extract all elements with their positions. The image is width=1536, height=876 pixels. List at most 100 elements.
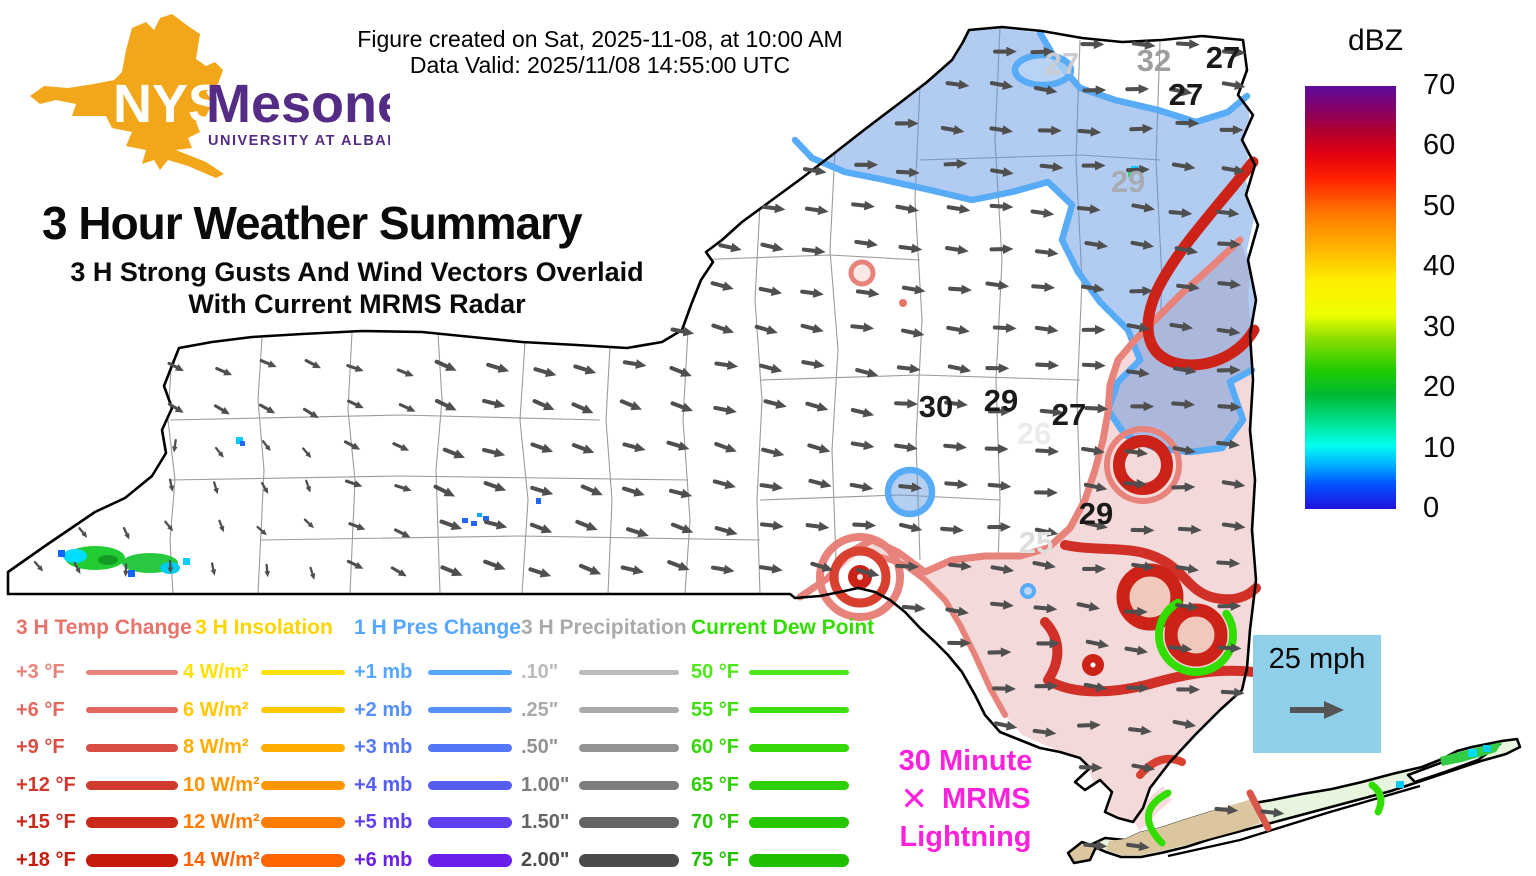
wind-arrow <box>849 482 874 492</box>
wind-arrow <box>948 284 972 295</box>
wind-arrow <box>258 403 276 414</box>
wind-arrow <box>303 518 314 529</box>
wind-arrow <box>901 284 926 295</box>
gust-value-label: 29 <box>1111 164 1145 199</box>
wind-arrow <box>164 520 174 532</box>
wind-arrow <box>1084 403 1109 414</box>
wind-arrow <box>763 399 787 409</box>
wind-arrow <box>1175 39 1200 49</box>
subtitle-line-1: 3 H Strong Gusts And Wind Vectors Overla… <box>70 257 644 287</box>
legend-row-label: +4 mb <box>354 773 413 796</box>
wind-arrow <box>1076 720 1101 731</box>
wind-arrow <box>484 520 508 530</box>
wind-arrow <box>993 720 1018 731</box>
legend-row-line <box>86 780 178 790</box>
legend-row-label: +3 mb <box>354 736 413 759</box>
wind-arrow <box>348 522 366 531</box>
wind-arrow <box>1126 322 1151 333</box>
wind-arrow <box>801 359 825 369</box>
wind-arrow <box>1084 520 1108 531</box>
wind-arrow <box>710 564 735 575</box>
wind-arrow <box>850 440 875 451</box>
wind-arrow <box>946 325 970 335</box>
wind-arrow <box>1125 84 1150 94</box>
wind-arrow <box>442 447 466 459</box>
wind-arrow <box>854 238 879 249</box>
legend-row-line <box>428 853 512 867</box>
wind-arrow <box>1168 208 1193 218</box>
colorbar-tick-40: 40 <box>1423 250 1456 283</box>
legend-row-label: 6 W/m² <box>183 698 249 721</box>
wind-arrow <box>302 407 319 419</box>
wind-arrow <box>987 481 1012 491</box>
legend-row-line <box>261 743 345 752</box>
legend-row-label: +2 mb <box>354 698 413 721</box>
wind-arrow <box>1129 286 1154 296</box>
wind-arrow <box>899 522 923 533</box>
wind-arrow <box>807 443 831 454</box>
wind-arrow <box>1076 601 1100 612</box>
wind-arrow <box>712 479 736 490</box>
legend-row: +1 mb <box>354 654 512 692</box>
wind-arrow <box>987 522 1012 532</box>
wind-arrow <box>945 606 969 617</box>
legend-column-title: 1 H Pres Change <box>354 616 521 639</box>
wind-arrow <box>898 482 923 493</box>
legend-row-line <box>749 817 849 829</box>
wind-arrow <box>440 565 463 577</box>
wind-arrow <box>1083 482 1108 492</box>
wind-arrow <box>167 559 174 574</box>
legend-row-label: +6 °F <box>16 698 65 721</box>
legend-row: .50" <box>521 729 679 767</box>
wind-arrow <box>1125 164 1150 175</box>
wind-arrow <box>1082 564 1106 574</box>
wind-arrow <box>1034 487 1058 498</box>
legend-row-label: .10" <box>521 661 559 684</box>
legend-row-line <box>749 780 849 790</box>
wind-arrow <box>945 244 969 255</box>
wind-arrow <box>482 447 506 458</box>
legend-row: 4 W/m² <box>183 654 345 692</box>
wind-arrow <box>1030 46 1055 57</box>
wind-arrow <box>1032 560 1056 570</box>
wind-arrow <box>575 519 598 531</box>
wind-arrow <box>1129 123 1154 134</box>
wind-arrow <box>1084 240 1109 250</box>
wind-arrow <box>1125 683 1150 693</box>
wind-arrow <box>1130 401 1155 412</box>
wind-arrow <box>894 442 918 453</box>
wind-arrow <box>396 368 414 377</box>
wind-arrow <box>264 563 270 578</box>
wind-arrow <box>800 323 824 334</box>
wind-arrow <box>940 125 965 135</box>
legend-row: 6 W/m² <box>183 692 345 730</box>
legend-row-label: 65 °F <box>691 773 740 796</box>
legend-row-line <box>261 817 345 829</box>
legend-row-label: .50" <box>521 736 559 759</box>
wind-reference-box: 25 mph <box>1253 635 1381 753</box>
wind-arrow <box>985 363 1010 374</box>
logo-mesonet-text: Mesonet <box>206 74 390 134</box>
wind-arrow <box>433 484 456 497</box>
legend-row-line <box>86 853 178 867</box>
wind-arrow <box>851 200 875 211</box>
wind-arrow <box>1131 39 1156 50</box>
wind-arrow <box>1030 208 1055 218</box>
wind-arrow <box>533 367 557 378</box>
wind-arrow <box>1124 447 1149 458</box>
wind-arrow <box>528 567 552 578</box>
wind-arrow <box>344 479 363 488</box>
wind-arrow <box>1216 439 1240 449</box>
wind-arrow <box>990 564 1015 574</box>
gust-value-label: 29 <box>984 383 1018 418</box>
wind-arrow <box>625 527 649 538</box>
legend-row: +15 °F <box>16 804 178 842</box>
figure-created-text: Figure created on Sat, 2025-11-08, at 10… <box>357 26 843 52</box>
legend-row: .10" <box>521 654 679 692</box>
wind-arrow <box>167 361 184 372</box>
legend-row: +18 °F <box>16 842 178 876</box>
wind-arrow <box>670 326 695 337</box>
wind-arrow <box>1031 282 1056 292</box>
legend-column-2: 1 H Pres Change +1 mb +2 mb +3 mb +4 mb +5 mb… <box>354 616 521 876</box>
